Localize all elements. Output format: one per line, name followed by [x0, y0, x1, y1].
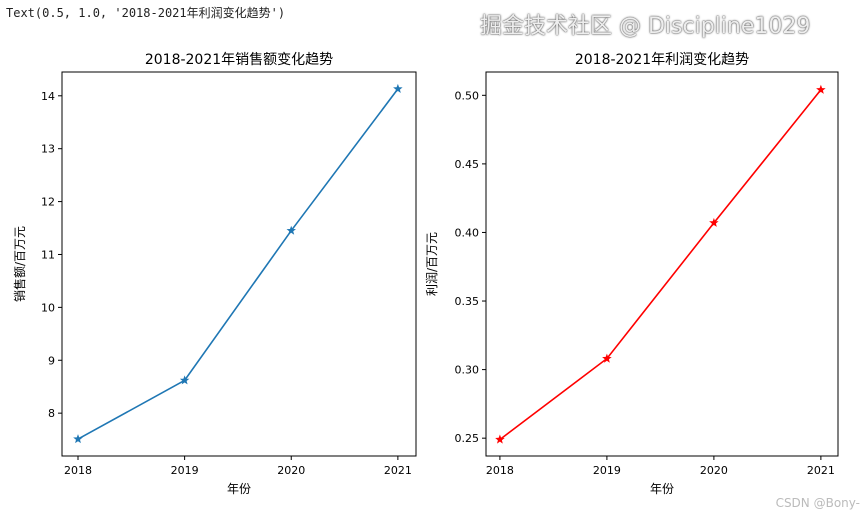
series-line — [499, 89, 822, 441]
data-point-2021 — [393, 83, 403, 93]
data-point-2021 — [816, 84, 826, 94]
y-tick-label: 13 — [41, 143, 55, 156]
chart-title: 2018-2021年销售额变化趋势 — [145, 52, 333, 68]
y-tick-label: 12 — [41, 196, 55, 209]
y-tick-label: 14 — [41, 90, 55, 103]
x-tick-label: 2019 — [593, 464, 621, 477]
y-axis-label: 销售额/百万元 — [12, 226, 27, 302]
axes-frame — [485, 71, 839, 457]
x-tick-label: 2018 — [486, 464, 514, 477]
data-point-2020 — [286, 225, 296, 235]
y-tick-label: 11 — [41, 248, 55, 261]
data-point-2019 — [179, 375, 190, 385]
y-tick-label: 0.45 — [455, 158, 480, 171]
x-tick-label: 2020 — [277, 464, 305, 477]
x-tick-label: 2021 — [384, 464, 412, 477]
data-point-2018 — [73, 434, 83, 444]
watermark-csdn: CSDN @Bony- — [775, 496, 860, 510]
x-axis-label: 年份 — [650, 482, 674, 496]
y-axis-label: 利润/百万元 — [425, 232, 439, 296]
x-tick-label: 2019 — [171, 464, 199, 477]
watermark: 掘金技术社区 @ Discipline1029 — [480, 14, 811, 39]
x-axis-label: 年份 — [227, 482, 251, 496]
cell-output-text: Text(0.5, 1.0, '2018-2021年利润变化趋势') — [6, 6, 286, 20]
x-tick-label: 2021 — [807, 464, 835, 477]
y-tick-label: 0.25 — [455, 432, 480, 445]
y-tick-label: 9 — [48, 354, 55, 367]
x-tick-label: 2020 — [700, 464, 728, 477]
subplot-2: 2018-2021年利润变化趋势 2018 2019 2020 2021 0.25 0.30… — [425, 52, 839, 496]
data-point-2020 — [709, 217, 719, 227]
y-tick-label: 0.35 — [455, 295, 480, 308]
data-point-2018 — [495, 434, 505, 444]
y-tick-label: 0.40 — [455, 226, 480, 239]
axes-frame — [61, 71, 417, 457]
x-tick-label: 2018 — [64, 464, 92, 477]
y-tick-label: 0.50 — [455, 89, 480, 102]
series-line — [77, 88, 399, 440]
y-tick-label: 10 — [41, 301, 55, 314]
y-tick-label: 8 — [48, 407, 55, 420]
subplot-1: 2018-2021年销售额变化趋势 2018 2019 2020 2021 8 9 10 11 1… — [12, 52, 417, 496]
data-point-2019 — [602, 353, 612, 363]
chart-title: 2018-2021年利润变化趋势 — [575, 52, 749, 68]
y-tick-label: 0.30 — [455, 364, 480, 377]
